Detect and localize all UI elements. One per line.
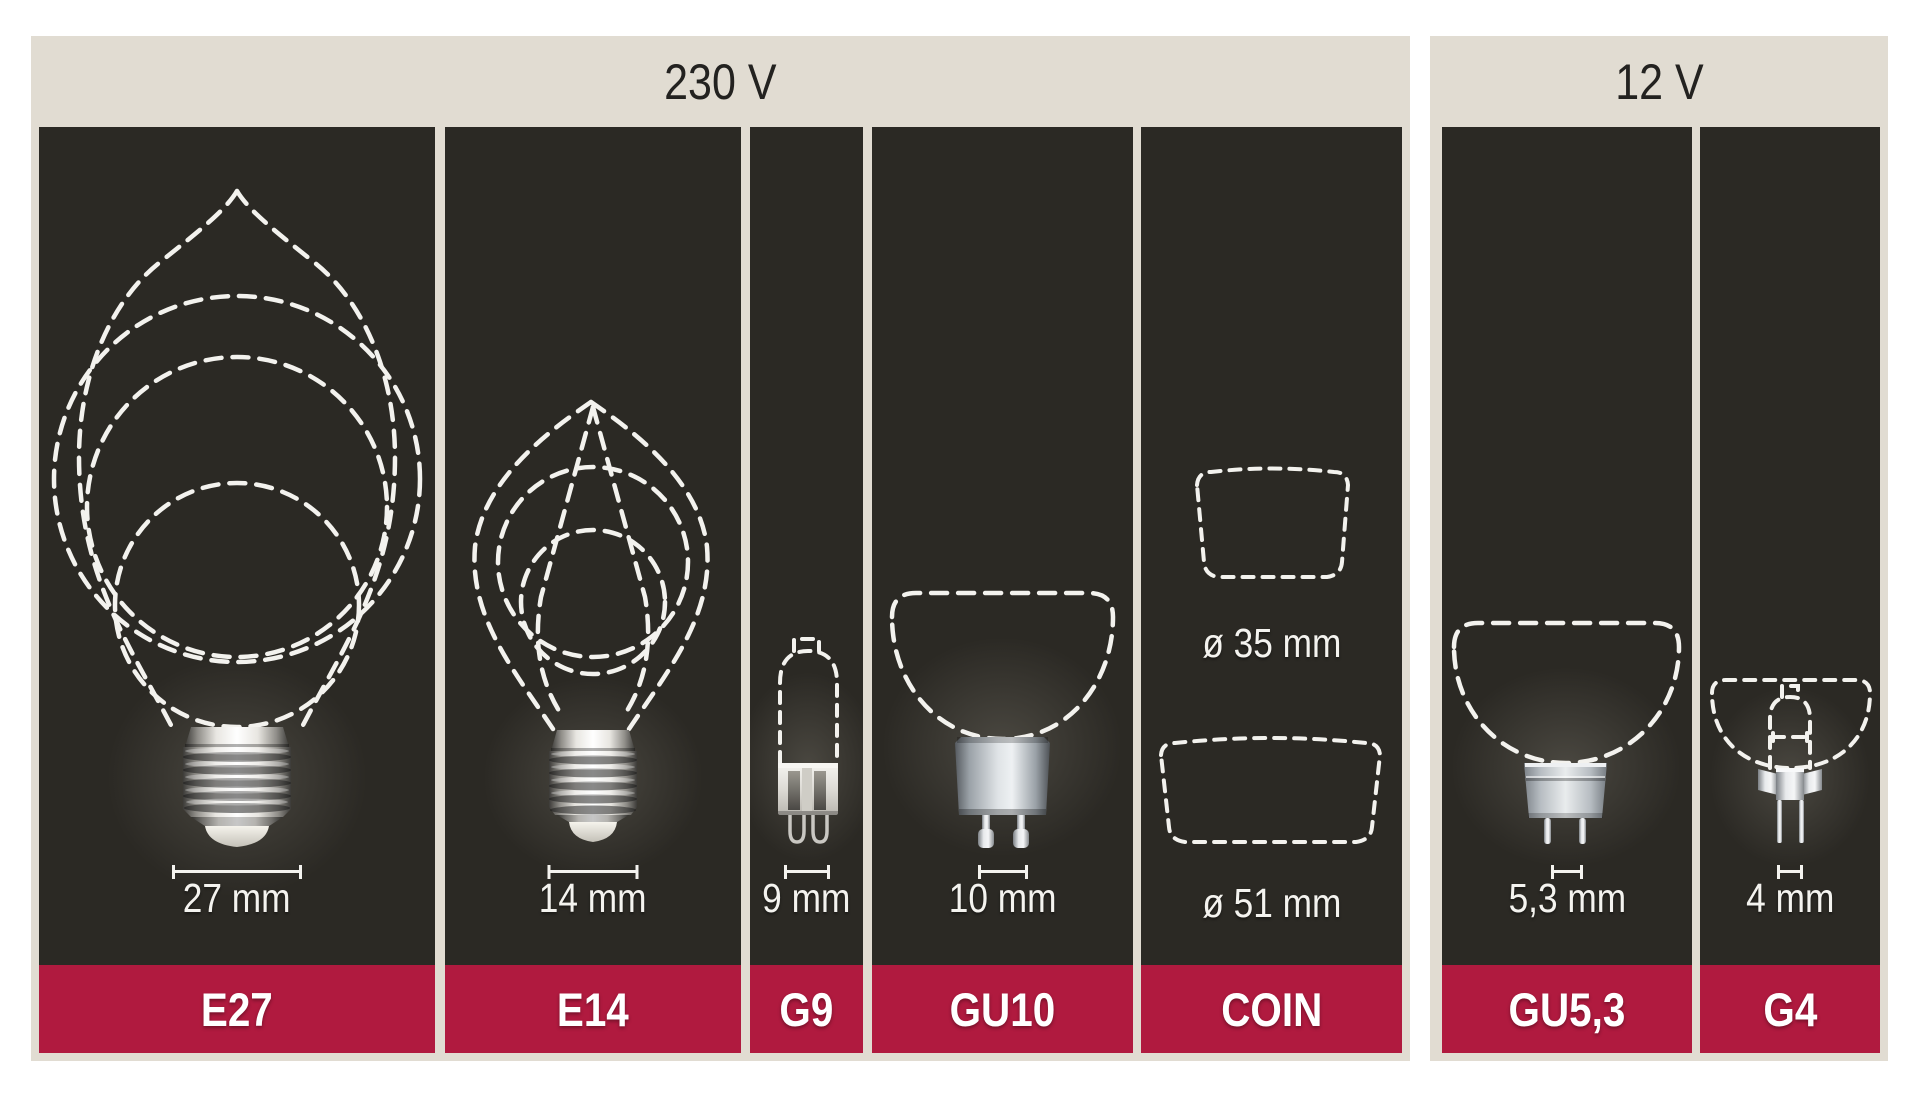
panel-g9: 9 mm G9: [750, 127, 863, 1053]
g9-base-image: [778, 763, 838, 844]
measure-label-35mm: ø 35 mm: [1201, 620, 1342, 666]
label-bar-coin: COIN: [1141, 965, 1402, 1053]
socket-label-g4: G4: [1763, 982, 1817, 1036]
figure-gu10: 10 mm: [872, 127, 1133, 965]
group-header-12v: 12 V: [1430, 36, 1888, 127]
gu53-bulb-outline-drawing: [1451, 620, 1682, 867]
panel-gu53: 5,3 mm GU5,3: [1442, 127, 1692, 1053]
measure-label: 5,3 mm: [1508, 875, 1626, 921]
measure-bracket: [977, 865, 1028, 879]
figure-e27: 27 mm: [39, 127, 435, 965]
label-bar-gu53: GU5,3: [1442, 965, 1692, 1053]
socket-label-e14: E14: [557, 982, 629, 1036]
socket-label-coin: COIN: [1220, 982, 1323, 1036]
measure-bracket: [547, 865, 639, 879]
panel-gu10: 10 mm GU10: [872, 127, 1133, 1053]
measure-label: 10 mm: [948, 875, 1057, 921]
figure-gu53: 5,3 mm: [1442, 127, 1692, 965]
measure-bracket: [1777, 865, 1803, 879]
measure-label-51mm: ø 51 mm: [1201, 880, 1342, 926]
g4-bulb-outline-drawing: [1709, 678, 1873, 867]
measure-bracket: [1551, 865, 1583, 879]
figure-coin: ø 35 mm ø 51 mm: [1141, 127, 1402, 965]
label-bar-e27: E27: [39, 965, 435, 1053]
group-12v: 12 V: [1430, 36, 1888, 1061]
gu10-bulb-outline-drawing: [882, 590, 1122, 857]
panel-e14: 14 mm E14: [445, 127, 741, 1053]
g4-base-image: [1758, 768, 1822, 843]
e14-screw-base-image: [549, 730, 637, 842]
figure-e14: 14 mm: [445, 127, 741, 965]
measure-label: 4 mm: [1745, 875, 1835, 921]
group-header-230v: 230 V: [31, 36, 1410, 127]
label-bar-gu10: GU10: [872, 965, 1133, 1053]
panel-e27: 27 mm E27: [39, 127, 435, 1053]
measure-label: 27 mm: [183, 875, 291, 921]
g4-dashed-shapes: [1709, 678, 1873, 771]
g9-bulb-outline-drawing: [750, 637, 863, 862]
g9-dashed-capsule: [778, 637, 839, 765]
panel-coin: ø 35 mm ø 51 mm COIN: [1141, 127, 1402, 1053]
coin-outline-drawing: [1158, 466, 1383, 844]
figure-g4: 4 mm: [1700, 127, 1880, 965]
e14-bulb-outline-drawing: [472, 399, 710, 877]
e14-dashed-bulb-shapes: [472, 399, 710, 732]
measure-label: 9 mm: [762, 875, 851, 921]
gu53-dashed-spot-shape: [1451, 620, 1682, 766]
measure-bracket: [172, 865, 302, 879]
label-bar-g9: G9: [750, 965, 863, 1053]
gu10-dashed-spot-shape: [889, 590, 1116, 742]
panel-g4: 4 mm G4: [1700, 127, 1880, 1053]
label-bar-g4: G4: [1700, 965, 1880, 1053]
e27-screw-base-image: [183, 727, 291, 847]
figure-g9: 9 mm: [750, 127, 863, 965]
e27-bulb-outline-drawing: [51, 188, 423, 897]
measure-bracket: [783, 865, 830, 879]
group-header-230v-label: 230 V: [664, 53, 777, 110]
socket-label-gu10: GU10: [949, 982, 1056, 1036]
socket-label-gu53: GU5,3: [1508, 982, 1626, 1036]
group-230v: 230 V: [31, 36, 1410, 1061]
group-header-12v-label: 12 V: [1614, 53, 1704, 110]
socket-label-g9: G9: [779, 982, 834, 1036]
socket-label-e27: E27: [201, 982, 273, 1036]
measure-label: 14 mm: [539, 875, 647, 921]
gu10-base-image: [955, 737, 1050, 848]
label-bar-e14: E14: [445, 965, 741, 1053]
coin-dashed-35mm-shape: [1194, 466, 1351, 579]
gu53-base-image: [1524, 763, 1607, 844]
coin-dashed-51mm-shape: [1158, 736, 1383, 844]
e27-dashed-bulb-shapes: [51, 188, 423, 732]
